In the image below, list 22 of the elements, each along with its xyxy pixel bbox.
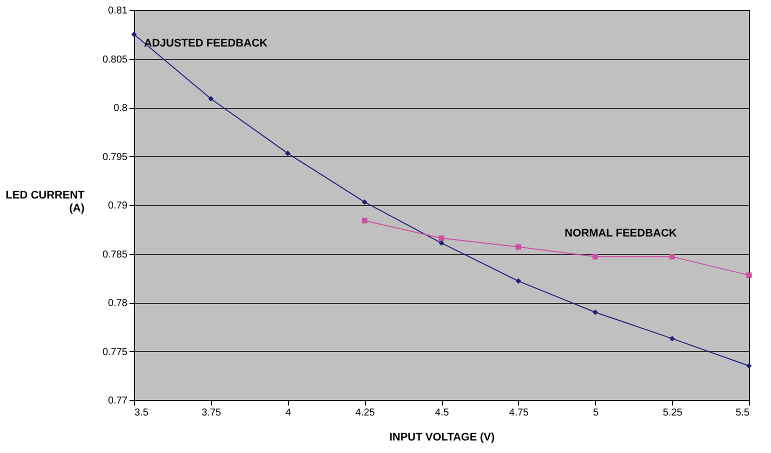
x-tick-label: 4 bbox=[285, 408, 292, 418]
x-tick-label: 4.5 bbox=[435, 408, 450, 418]
series-label: NORMAL FEEDBACK bbox=[564, 228, 677, 240]
y-tick-label: 0.77 bbox=[108, 396, 128, 406]
y-tick-label: 0.79 bbox=[108, 200, 128, 212]
x-tick-label: 4.25 bbox=[355, 408, 376, 418]
x-axis-title: INPUT VOLTAGE (V) bbox=[389, 432, 495, 444]
y-tick-label: 0.78 bbox=[108, 298, 128, 309]
y-tick-label: 0.8 bbox=[114, 103, 128, 114]
x-tick-label: 5.25 bbox=[662, 408, 683, 418]
x-tick-label: 3.5 bbox=[134, 408, 149, 418]
x-tick-label: 4.75 bbox=[509, 408, 530, 418]
y-axis-title: LED CURRENT (A) bbox=[6, 190, 85, 214]
x-tick-label: 5.5 bbox=[736, 408, 750, 418]
x-tick-label: 3.75 bbox=[202, 408, 222, 418]
y-tick-label: 0.795 bbox=[102, 152, 128, 163]
y-tick-label: 0.81 bbox=[108, 6, 128, 16]
y-tick-label: 0.775 bbox=[102, 346, 128, 358]
x-tick-label: 5 bbox=[592, 408, 599, 418]
y-tick-label: 0.785 bbox=[102, 249, 128, 260]
y-tick-label: 0.805 bbox=[102, 54, 128, 66]
series-label: ADJUSTED FEEDBACK bbox=[144, 37, 268, 50]
